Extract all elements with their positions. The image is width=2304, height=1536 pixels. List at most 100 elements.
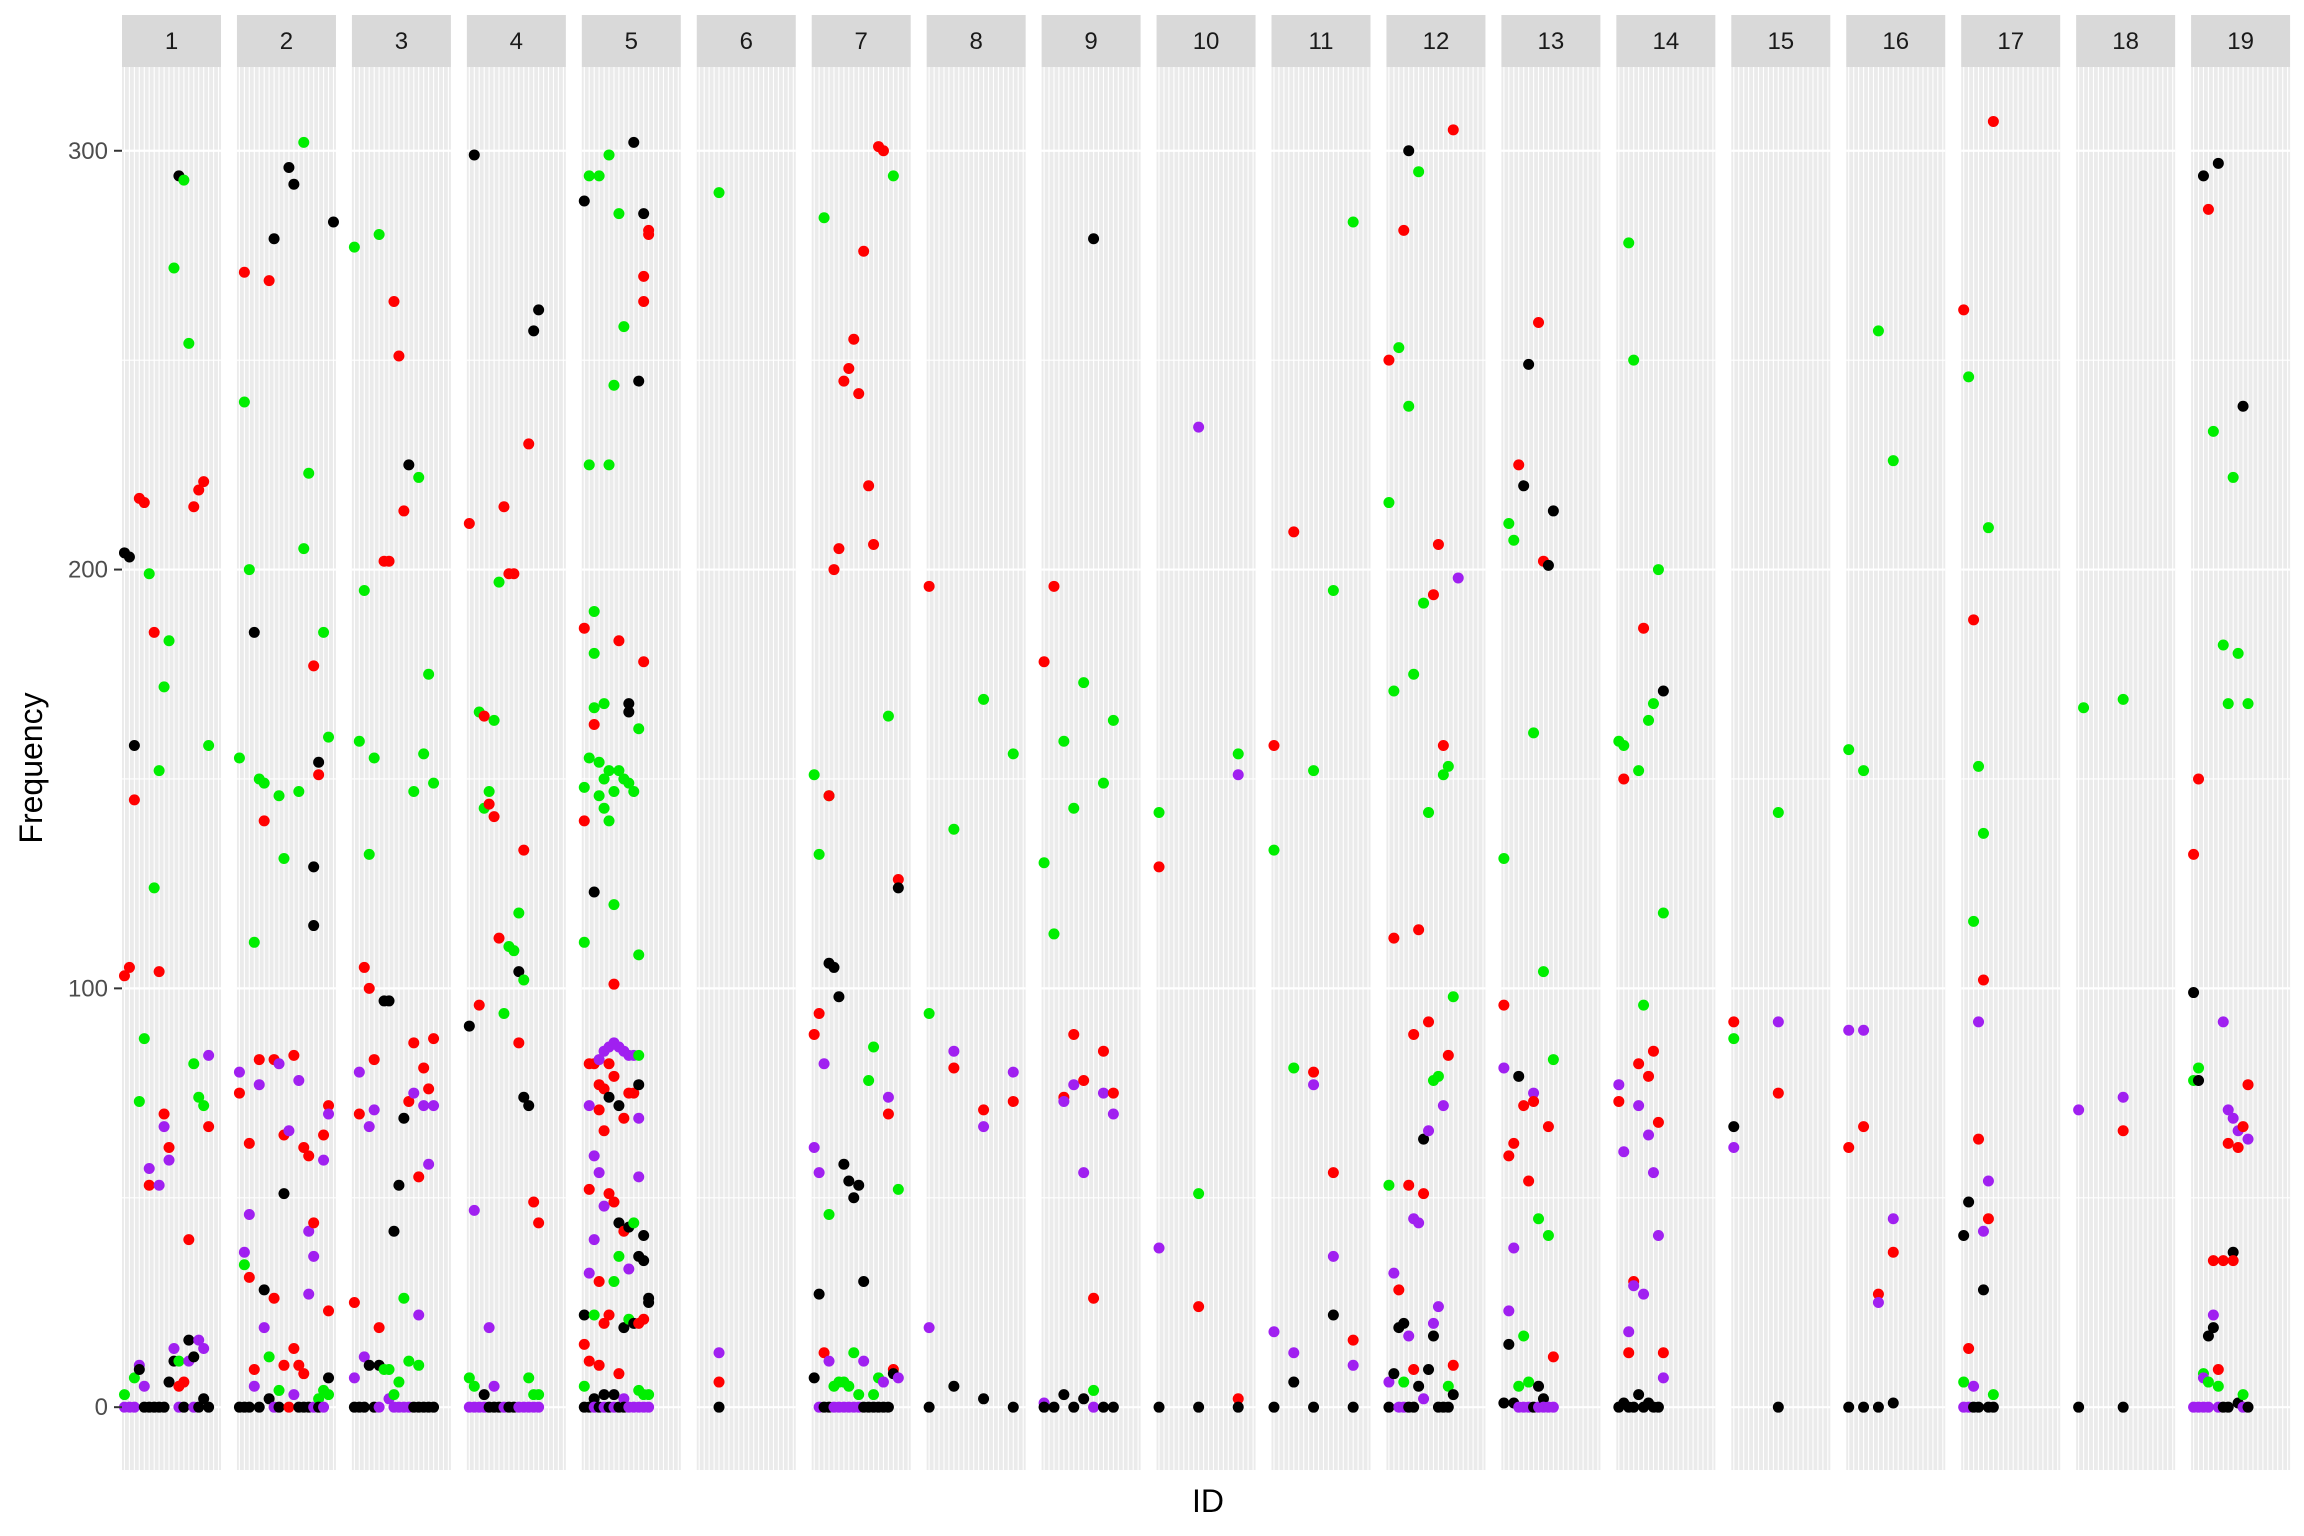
data-point	[638, 656, 650, 668]
data-point	[373, 1322, 385, 1334]
data-point	[2078, 702, 2090, 714]
data-point	[413, 1359, 425, 1371]
data-point	[923, 1322, 935, 1334]
data-point	[263, 275, 275, 287]
facet-plot-area	[1041, 67, 1141, 1470]
data-point	[1418, 1393, 1430, 1405]
data-point	[1268, 1401, 1280, 1413]
facet-plot-area	[1156, 67, 1256, 1470]
data-point	[1652, 1401, 1664, 1413]
data-point	[1403, 1179, 1415, 1191]
data-point	[363, 1121, 375, 1133]
data-point	[1772, 1087, 1784, 1099]
data-point	[628, 136, 640, 148]
facet-panel-15: 15	[1731, 15, 1831, 1470]
data-point	[948, 1062, 960, 1074]
data-point	[2207, 1309, 2219, 1321]
facet-plot-area	[2191, 67, 2291, 1470]
data-point	[2222, 698, 2234, 710]
data-point	[1058, 735, 1070, 747]
data-point	[193, 1091, 205, 1103]
facet-strip	[581, 15, 681, 67]
data-point	[633, 1079, 645, 1091]
data-point	[348, 1296, 360, 1308]
facet-strip-label: 15	[1767, 28, 1794, 55]
data-point	[2207, 1322, 2219, 1334]
data-point	[2237, 400, 2249, 412]
data-point	[1408, 1363, 1420, 1375]
data-point	[1633, 1389, 1645, 1401]
data-point	[1427, 589, 1439, 601]
data-point	[1638, 999, 1650, 1011]
data-point	[588, 1234, 600, 1246]
facet-plot-area	[926, 67, 1026, 1470]
data-point	[353, 1108, 365, 1120]
data-point	[1872, 1401, 1884, 1413]
data-point	[1048, 580, 1060, 592]
data-point	[2202, 203, 2214, 215]
data-point	[1533, 1380, 1545, 1392]
facet-strip-label: 14	[1652, 28, 1679, 55]
data-point	[948, 1045, 960, 1057]
data-point	[618, 1393, 630, 1405]
data-point	[1068, 1028, 1080, 1040]
facet-strip-label: 12	[1423, 28, 1450, 55]
data-point	[1542, 559, 1554, 571]
data-point	[2242, 1079, 2254, 1091]
data-point	[168, 1343, 180, 1355]
data-point	[238, 1259, 250, 1271]
data-point	[1523, 1376, 1535, 1388]
data-point	[1872, 1296, 1884, 1308]
data-point	[1523, 1175, 1535, 1187]
data-point	[283, 1125, 295, 1137]
data-point	[583, 459, 595, 471]
data-point	[1523, 358, 1535, 370]
data-point	[533, 1217, 545, 1229]
data-point	[138, 1380, 150, 1392]
data-point	[1887, 455, 1899, 467]
data-point	[368, 1104, 380, 1116]
data-point	[318, 1129, 330, 1141]
data-point	[388, 1225, 400, 1237]
data-point	[608, 786, 620, 798]
data-point	[393, 1376, 405, 1388]
data-point	[327, 216, 339, 228]
data-point	[1232, 1401, 1244, 1413]
data-point	[808, 1142, 820, 1154]
data-point	[1652, 1116, 1664, 1128]
data-point	[1078, 1393, 1090, 1405]
data-point	[2227, 1255, 2239, 1267]
data-point	[628, 786, 640, 798]
data-point	[923, 580, 935, 592]
data-point	[1388, 1368, 1400, 1380]
data-point	[498, 1008, 510, 1020]
data-point	[598, 1317, 610, 1329]
data-point	[603, 1188, 615, 1200]
data-point	[268, 1292, 280, 1304]
data-point	[613, 208, 625, 220]
facet-strip-label: 8	[969, 28, 982, 55]
facet-strip	[811, 15, 911, 67]
data-point	[848, 1192, 860, 1204]
data-point	[1268, 844, 1280, 856]
data-point	[483, 1322, 495, 1334]
data-point	[1843, 1024, 1855, 1036]
data-point	[1977, 1225, 1989, 1237]
facet-panel-3: 3	[351, 15, 451, 1470]
data-point	[608, 899, 620, 911]
data-point	[1623, 1326, 1635, 1338]
data-point	[533, 1389, 545, 1401]
data-point	[1327, 1309, 1339, 1321]
data-point	[2212, 1380, 2224, 1392]
data-point	[598, 773, 610, 785]
data-point	[838, 375, 850, 387]
data-point	[588, 1150, 600, 1162]
data-point	[887, 170, 899, 182]
data-point	[248, 1363, 260, 1375]
data-point	[413, 471, 425, 483]
facet-panel-12: 12	[1386, 15, 1486, 1470]
data-point	[583, 1100, 595, 1112]
facet-strip-label: 3	[395, 28, 408, 55]
data-point	[1232, 748, 1244, 760]
data-point	[713, 187, 725, 199]
